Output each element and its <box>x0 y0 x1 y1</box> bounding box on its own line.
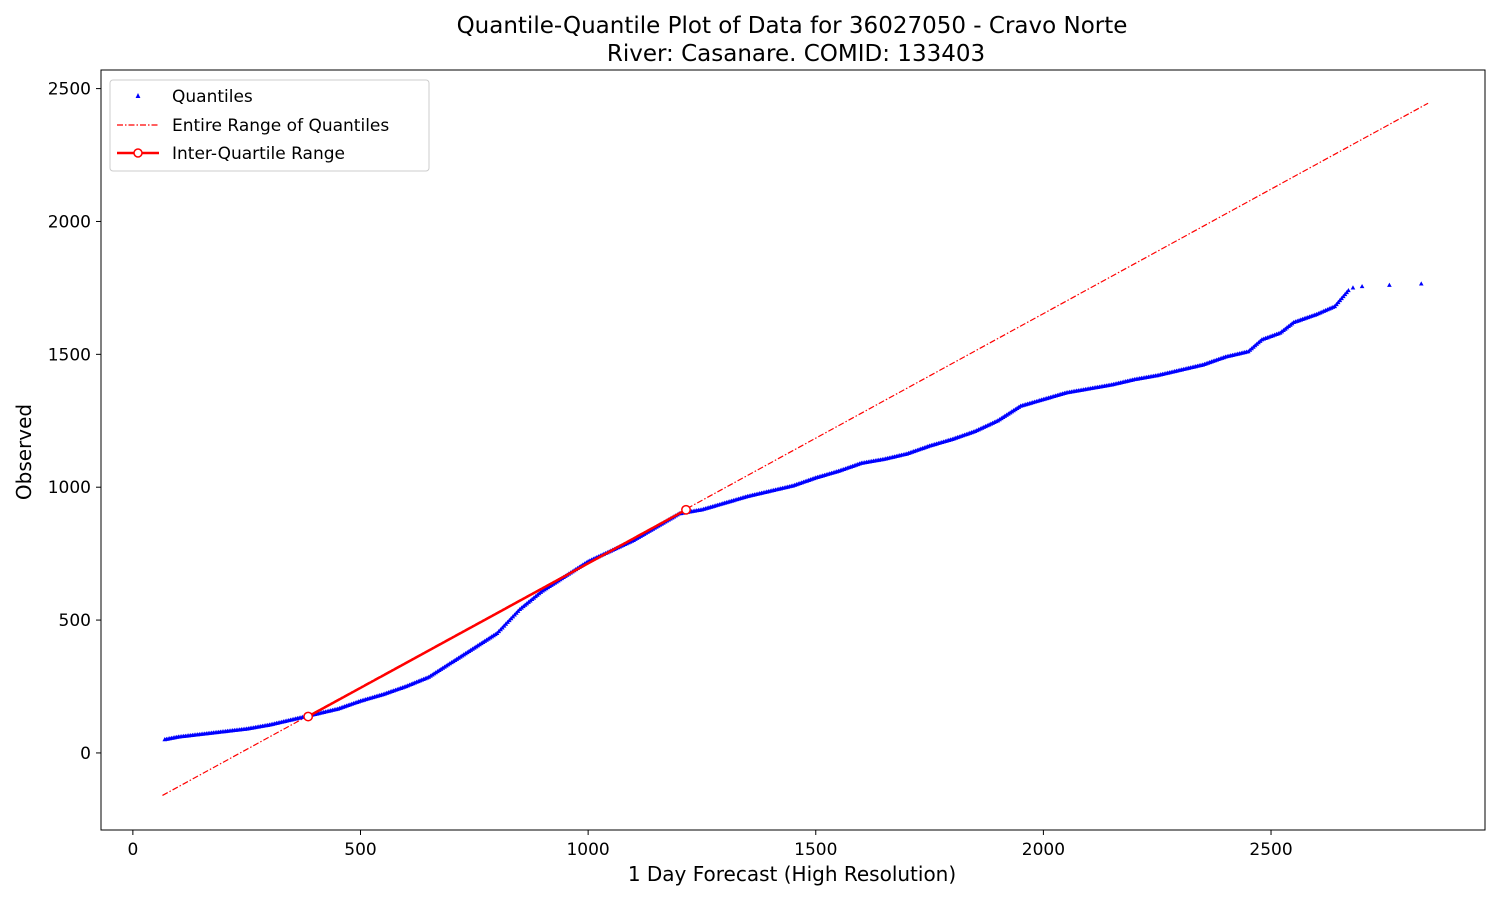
x-tick-label: 1500 <box>794 840 837 860</box>
y-tick-label: 0 <box>80 744 91 764</box>
axis-ticks: 0 500 1000 1500 2000 2500 0 500 1000 1500 2000 2500 <box>48 80 1293 860</box>
y-tick-label: 2500 <box>48 80 91 100</box>
legend-quantiles-label: Quantiles <box>172 87 253 107</box>
y-tick-label: 1500 <box>48 345 91 365</box>
x-tick-label: 1000 <box>566 840 609 860</box>
legend: Quantiles Entire Range of Quantiles Inte… <box>109 79 430 172</box>
x-tick-label: 2500 <box>1249 840 1292 860</box>
legend-box <box>109 79 430 172</box>
x-tick-label: 2000 <box>1022 840 1065 860</box>
x-tick-label: 0 <box>127 840 138 860</box>
x-tick-label: 500 <box>344 840 376 860</box>
y-tick-label: 500 <box>59 611 91 631</box>
quantile-point <box>1418 281 1424 286</box>
iqr-endpoint-marker <box>303 711 314 722</box>
chart-title: Quantile-Quantile Plot of Data for 36027… <box>457 13 1128 39</box>
y-axis-label: Observed <box>12 404 36 500</box>
chart-subtitle: River: Casanare. COMID: 133403 <box>607 41 985 67</box>
plot-area <box>162 102 1429 796</box>
y-tick-label: 1000 <box>48 478 91 498</box>
iqr-line <box>307 508 687 718</box>
legend-iqr-label: Inter-Quartile Range <box>172 144 345 164</box>
y-tick-label: 2000 <box>48 212 91 232</box>
quantile-point <box>1350 285 1356 290</box>
x-axis-label: 1 Day Forecast (High Resolution) <box>628 862 956 886</box>
range-line <box>162 102 1429 796</box>
iqr-endpoint-marker <box>681 504 691 515</box>
quantile-point <box>1346 287 1351 293</box>
quantile-point <box>1359 283 1365 289</box>
legend-iqr-marker <box>133 148 143 158</box>
quantile-point <box>1387 282 1392 287</box>
legend-quantiles-marker <box>135 93 141 98</box>
axes-frame <box>100 69 1486 831</box>
legend-range-label: Entire Range of Quantiles <box>172 116 389 136</box>
